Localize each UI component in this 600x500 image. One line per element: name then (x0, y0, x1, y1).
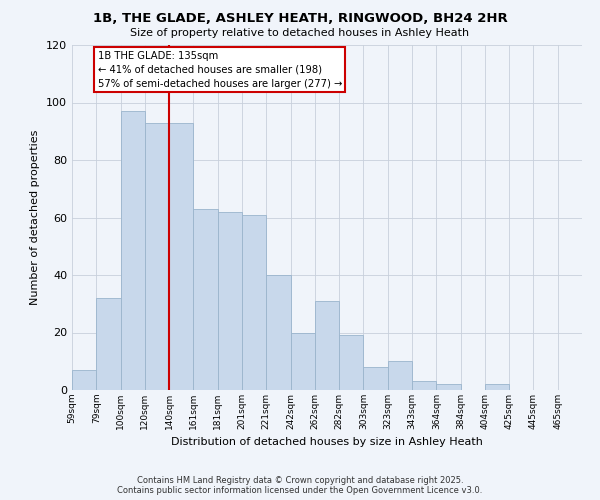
Bar (485, 384, 509, 390)
Bar (96, 298, 121, 390)
Text: Size of property relative to detached houses in Ashley Heath: Size of property relative to detached ho… (130, 28, 470, 38)
Bar (290, 332, 315, 390)
Text: 1B, THE GLADE, ASHLEY HEATH, RINGWOOD, BH24 2HR: 1B, THE GLADE, ASHLEY HEATH, RINGWOOD, B… (92, 12, 508, 26)
Bar (121, 111, 145, 390)
X-axis label: Distribution of detached houses by size in Ashley Heath: Distribution of detached houses by size … (171, 438, 483, 448)
Text: Contains HM Land Registry data © Crown copyright and database right 2025.
Contai: Contains HM Land Registry data © Crown c… (118, 476, 482, 495)
Bar (169, 122, 193, 390)
Y-axis label: Number of detached properties: Number of detached properties (31, 130, 40, 305)
Bar (218, 212, 242, 390)
Bar (193, 209, 218, 390)
Bar (388, 361, 412, 390)
Bar (339, 336, 364, 390)
Bar (364, 367, 388, 390)
Bar (72, 370, 96, 390)
Bar (266, 275, 290, 390)
Bar (436, 384, 461, 390)
Bar (412, 382, 436, 390)
Bar (145, 122, 169, 390)
Bar (242, 214, 266, 390)
Text: 1B THE GLADE: 135sqm
← 41% of detached houses are smaller (198)
57% of semi-deta: 1B THE GLADE: 135sqm ← 41% of detached h… (97, 51, 342, 89)
Bar (315, 301, 339, 390)
